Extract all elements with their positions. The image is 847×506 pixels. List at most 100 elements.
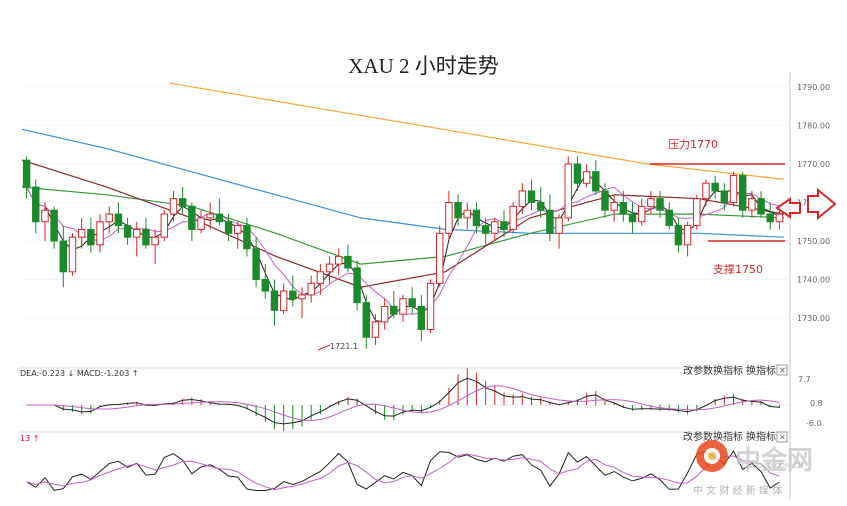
close-icon: ✕ — [779, 366, 786, 375]
price-grid — [20, 86, 790, 319]
price-tick-label: 1730.00 — [797, 314, 830, 323]
candle-body — [426, 282, 435, 331]
level-label: 压力1770 — [668, 138, 718, 151]
candle-body — [169, 198, 178, 215]
candle-body — [353, 267, 361, 304]
candle-body — [757, 198, 765, 215]
candle-body — [234, 225, 242, 234]
candle-body — [628, 213, 637, 223]
candle-body — [610, 202, 618, 211]
macd-tick-bottom: -6.0 — [806, 419, 822, 428]
macd-tick-top: 7.7 — [798, 375, 811, 384]
kdj-k-line — [26, 450, 780, 491]
ma_green-line — [21, 186, 785, 265]
candle-body — [656, 198, 664, 211]
moving-averages — [21, 82, 785, 323]
candle-body — [325, 263, 334, 273]
level-label: 支撑1750 — [713, 262, 763, 276]
macd-panel — [20, 368, 790, 432]
candle-body — [647, 198, 655, 207]
candle-body — [151, 236, 159, 246]
macd-edit-params-button[interactable]: 改参数 — [683, 364, 713, 377]
candle-body — [619, 202, 628, 215]
kdj-switch-indicator-button[interactable]: 换指标 — [713, 430, 743, 443]
candle-body — [68, 236, 77, 273]
candle-body — [307, 282, 315, 296]
candle-body — [160, 213, 169, 238]
candle-body — [592, 171, 600, 192]
watermark-brand: 中金网 — [735, 446, 814, 476]
candle-body — [491, 221, 499, 234]
candle-body — [197, 217, 205, 230]
candle-body — [59, 240, 68, 273]
candle-body — [390, 305, 398, 315]
macd-label: DEA:-0.223 ↓ MACD:-1.203 ↑ — [20, 369, 139, 378]
candle-body — [87, 228, 95, 246]
kdj-d-line — [26, 453, 780, 491]
macd-dif-line — [26, 377, 780, 425]
candle-body — [454, 202, 462, 219]
candle-body — [224, 221, 233, 234]
candle-body — [408, 298, 416, 307]
candle-body — [693, 198, 701, 227]
candle-body — [472, 209, 481, 227]
candle-body — [178, 198, 187, 207]
candle-body — [518, 190, 527, 207]
price-tick-label: 1770.00 — [797, 160, 830, 169]
candle-body — [573, 163, 582, 184]
watermark-sub: 中 文 财 经 新 媒 体 — [693, 486, 783, 497]
candle-body — [555, 217, 563, 234]
candle-body — [417, 305, 426, 331]
candle-body — [720, 190, 729, 203]
candle-body — [188, 205, 196, 230]
price-tick-label: 1740.00 — [797, 276, 830, 285]
candle-body — [748, 198, 756, 211]
level-lines: 压力1770 支撑1750 — [650, 138, 785, 276]
candle-body — [243, 225, 251, 250]
candle-body — [500, 221, 508, 230]
candle-body — [766, 213, 774, 223]
arrow-up-right-icon — [775, 197, 801, 219]
candle-body — [738, 175, 747, 211]
macd-switch-indicator-button[interactable]: 换指标 — [713, 364, 743, 377]
candle-body — [215, 213, 224, 223]
candle-body — [50, 209, 58, 242]
candle-body — [371, 321, 380, 338]
arrow-right-icon — [807, 187, 837, 221]
candle-body — [298, 294, 306, 300]
candle-body — [32, 186, 40, 223]
candle-body — [729, 175, 738, 204]
kdj-switch-indicator-button-2[interactable]: 换指标 — [746, 430, 776, 443]
candle-body — [683, 225, 692, 246]
candle-body — [362, 302, 370, 338]
candle-body — [123, 225, 132, 238]
macd-dea-line — [26, 385, 780, 422]
candle-body — [344, 255, 352, 269]
candle-body — [133, 228, 141, 238]
candle-body — [509, 205, 517, 230]
price-tick-label: 1790.00 — [797, 83, 830, 92]
macd-close-button[interactable] — [776, 364, 788, 376]
macd-tick-mid: 0.8 — [810, 399, 823, 408]
cngold-logo — [696, 440, 728, 472]
close-icon: ✕ — [779, 433, 786, 442]
candle-body — [527, 190, 536, 203]
kdj-edit-params-button[interactable]: 改参数 — [683, 430, 713, 443]
candle-body — [601, 190, 609, 211]
kdj-close-button[interactable] — [776, 431, 788, 443]
candle-body — [41, 209, 49, 223]
price-tick-label: 1750.00 — [797, 237, 830, 246]
candle-body — [481, 225, 490, 234]
candle-body — [536, 202, 545, 211]
candle-body — [261, 279, 270, 292]
candle-body — [142, 228, 150, 246]
candle-body — [582, 171, 591, 184]
candle-body — [702, 182, 710, 200]
ma_blue-line — [21, 128, 785, 238]
candle-body — [96, 221, 104, 246]
candle-body — [380, 305, 389, 323]
watermark-url: CNGOLD.COM.CN — [742, 462, 804, 470]
macd-switch-indicator-button-2[interactable]: 换指标 — [746, 364, 776, 377]
